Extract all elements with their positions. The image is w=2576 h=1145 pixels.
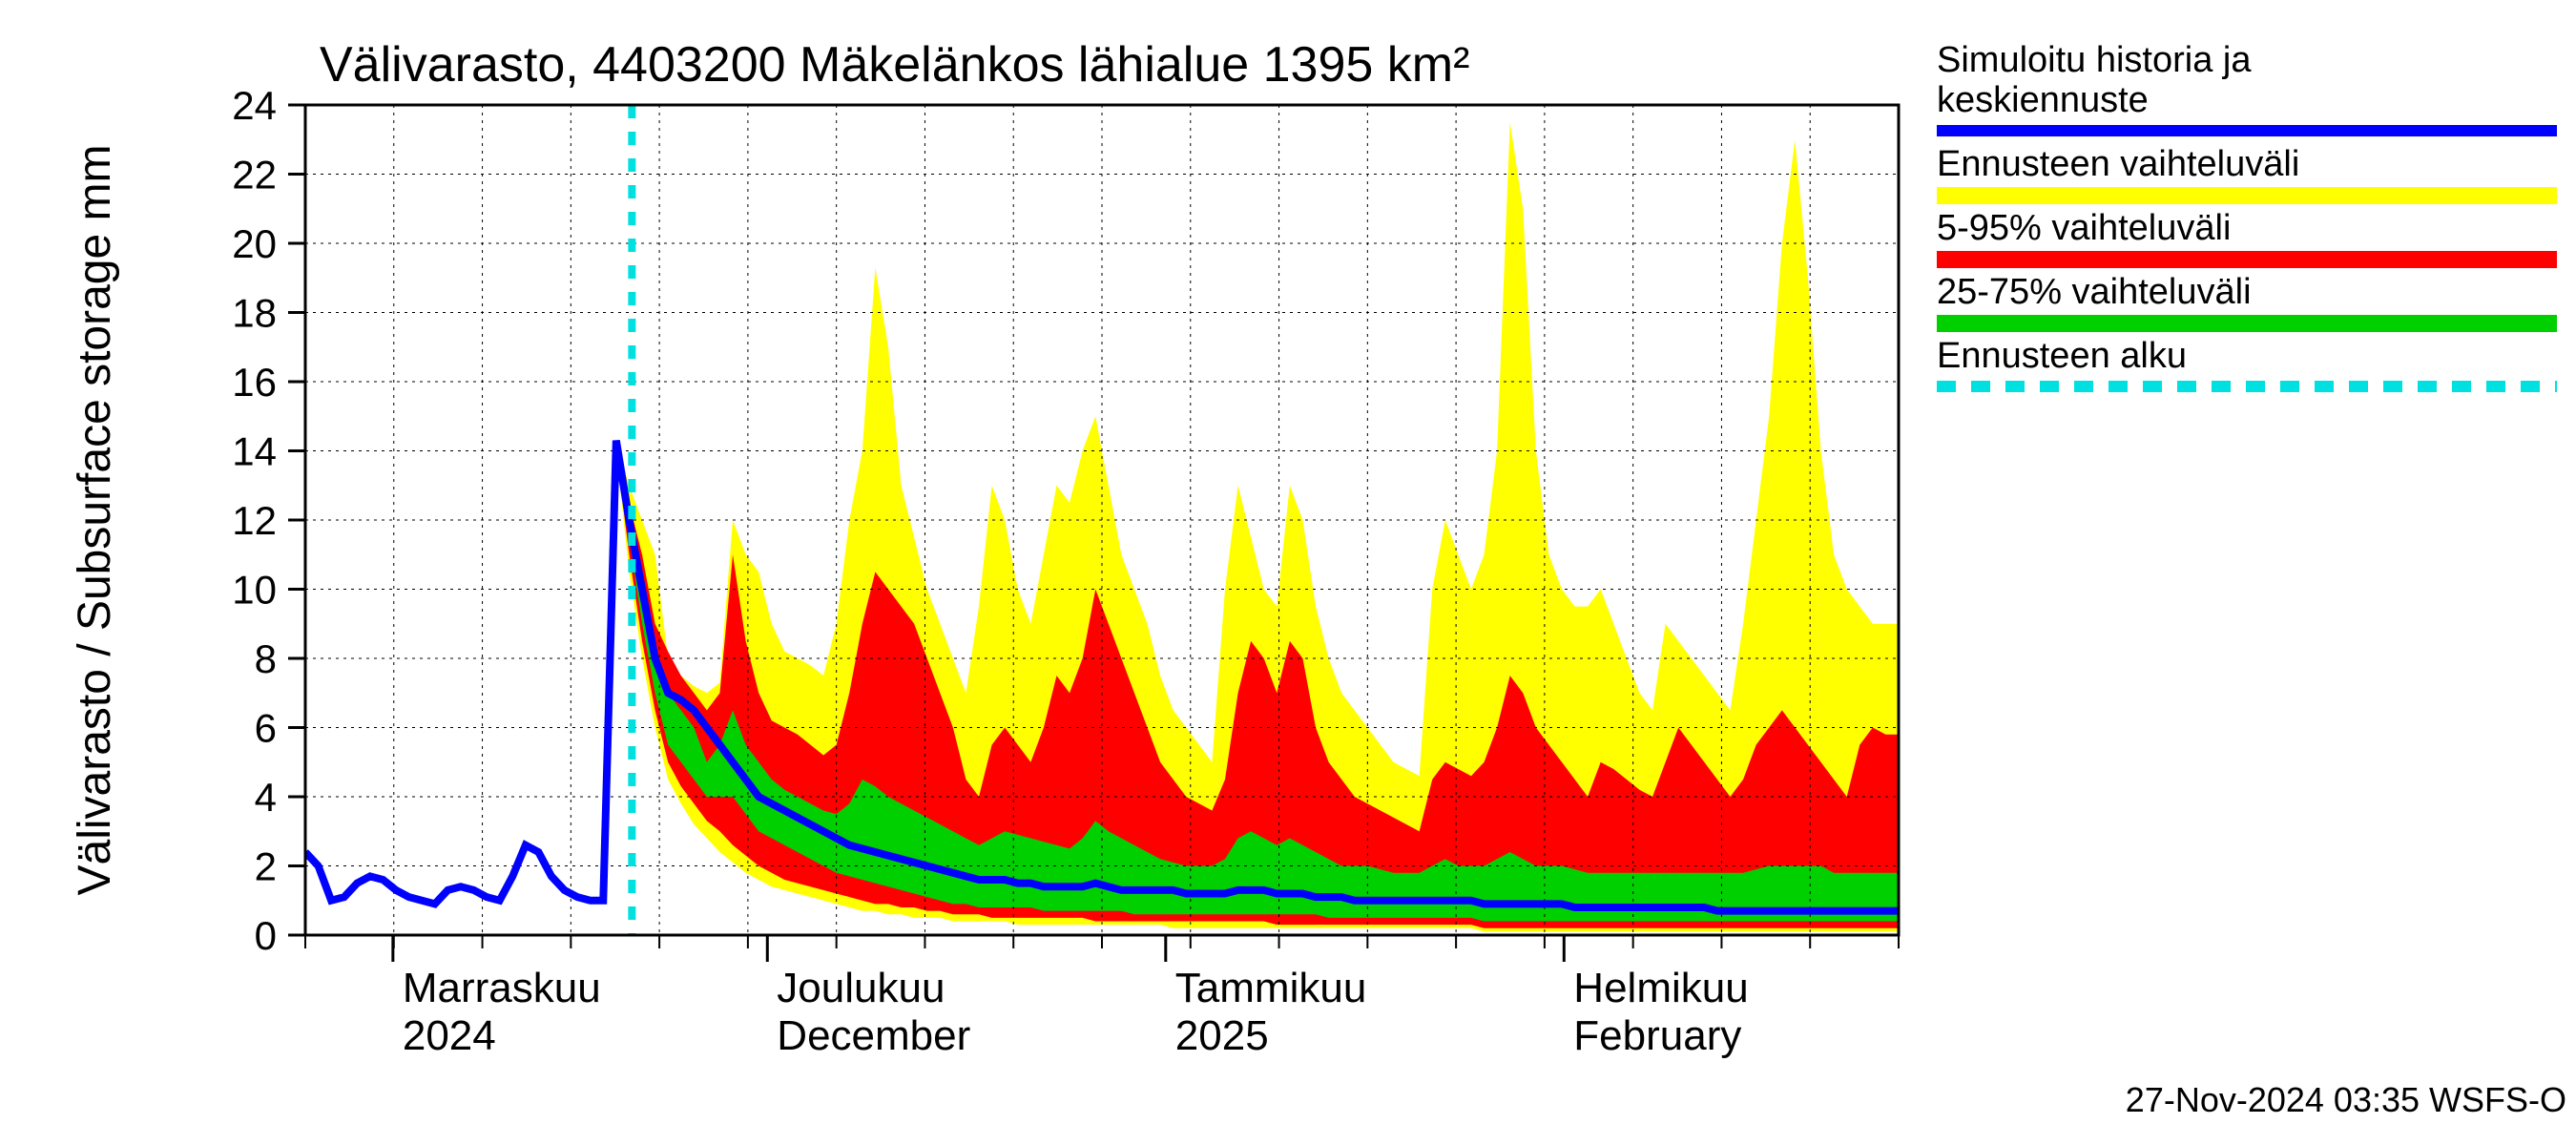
legend-label: Ennusteen vaihteluväli — [1937, 144, 2299, 184]
ytick-label: 6 — [255, 706, 277, 751]
xaxis-year: February — [1573, 1012, 1741, 1059]
legend-label: Ennusteen alku — [1937, 336, 2187, 376]
xaxis-year: 2024 — [403, 1012, 496, 1059]
legend-swatch-band — [1937, 187, 2557, 204]
legend-label: keskiennuste — [1937, 80, 2149, 120]
ytick-label: 22 — [232, 153, 277, 198]
ytick-label: 10 — [232, 568, 277, 613]
xaxis-year: 2025 — [1175, 1012, 1269, 1059]
y-axis-label: Välivarasto / Subsurface storage mm — [70, 144, 120, 895]
ytick-label: 2 — [255, 844, 277, 889]
ytick-label: 4 — [255, 775, 277, 820]
chart-container: 024681012141618202224Marraskuu2024Jouluk… — [0, 0, 2576, 1145]
chart-svg: 024681012141618202224Marraskuu2024Jouluk… — [0, 0, 2576, 1145]
xaxis-month: Helmikuu — [1573, 965, 1748, 1011]
legend-label: Simuloitu historia ja — [1937, 40, 2252, 80]
ytick-label: 14 — [232, 429, 277, 474]
ytick-label: 0 — [255, 913, 277, 958]
ytick-label: 20 — [232, 221, 277, 266]
legend-swatch-band — [1937, 251, 2557, 268]
chart-title: Välivarasto, 4403200 Mäkelänkos lähialue… — [320, 37, 1469, 93]
xaxis-month: Joulukuu — [777, 965, 945, 1011]
ytick-label: 16 — [232, 360, 277, 405]
chart-footer: 27-Nov-2024 03:35 WSFS-O — [2126, 1080, 2566, 1119]
ytick-label: 8 — [255, 636, 277, 681]
legend-swatch-band — [1937, 315, 2557, 332]
xaxis-month: Marraskuu — [403, 965, 601, 1011]
ytick-label: 24 — [232, 83, 277, 128]
legend-label: 25-75% vaihteluväli — [1937, 272, 2252, 312]
ytick-label: 18 — [232, 291, 277, 336]
xaxis-month: Tammikuu — [1175, 965, 1367, 1011]
legend-label: 5-95% vaihteluväli — [1937, 208, 2231, 248]
xaxis-year: December — [777, 1012, 970, 1059]
ytick-label: 12 — [232, 498, 277, 543]
